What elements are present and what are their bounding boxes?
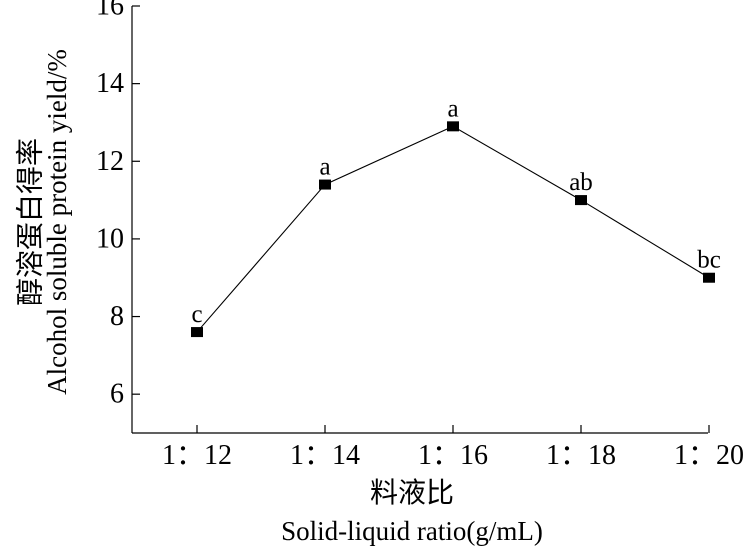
x-tick-label: 1：14 [290,440,360,471]
data-label: bc [697,247,721,274]
y-ticks: 6 8 10 12 14 16 [96,0,140,410]
y-tick-label: 6 [110,379,124,410]
data-labels: c a a ab bc [191,95,720,328]
y-tick-label: 10 [96,223,124,254]
data-point-marker [319,179,331,190]
x-tick-label: 1：18 [546,440,616,471]
series-line [196,125,710,333]
data-point-marker [191,327,203,338]
x-tick-label: 1：20 [674,440,744,471]
x-tick-label: 1：12 [162,440,232,471]
data-label: ab [569,169,593,196]
y-axis-title-en: Alcohol soluble protein yield/% [42,49,72,395]
data-label: c [191,301,202,328]
data-label: a [319,154,330,181]
y-tick-label: 16 [96,0,124,22]
x-axis-title-cn: 料液比 [370,476,454,509]
series-group [191,121,715,338]
data-point-marker [703,272,715,283]
data-point-marker [447,121,459,132]
x-ticks: 1：12 1：14 1：16 1：18 1：20 [162,425,744,471]
y-axis-title-cn: 醇溶蛋白得率 [14,138,47,306]
data-point-marker [575,195,587,206]
y-tick-label: 12 [96,146,124,177]
data-label: a [447,95,458,122]
y-tick-label: 14 [96,68,124,99]
y-tick-label: 8 [110,301,124,332]
x-axis-title-en: Solid-liquid ratio(g/mL) [281,516,543,546]
x-tick-label: 1：16 [418,440,488,471]
